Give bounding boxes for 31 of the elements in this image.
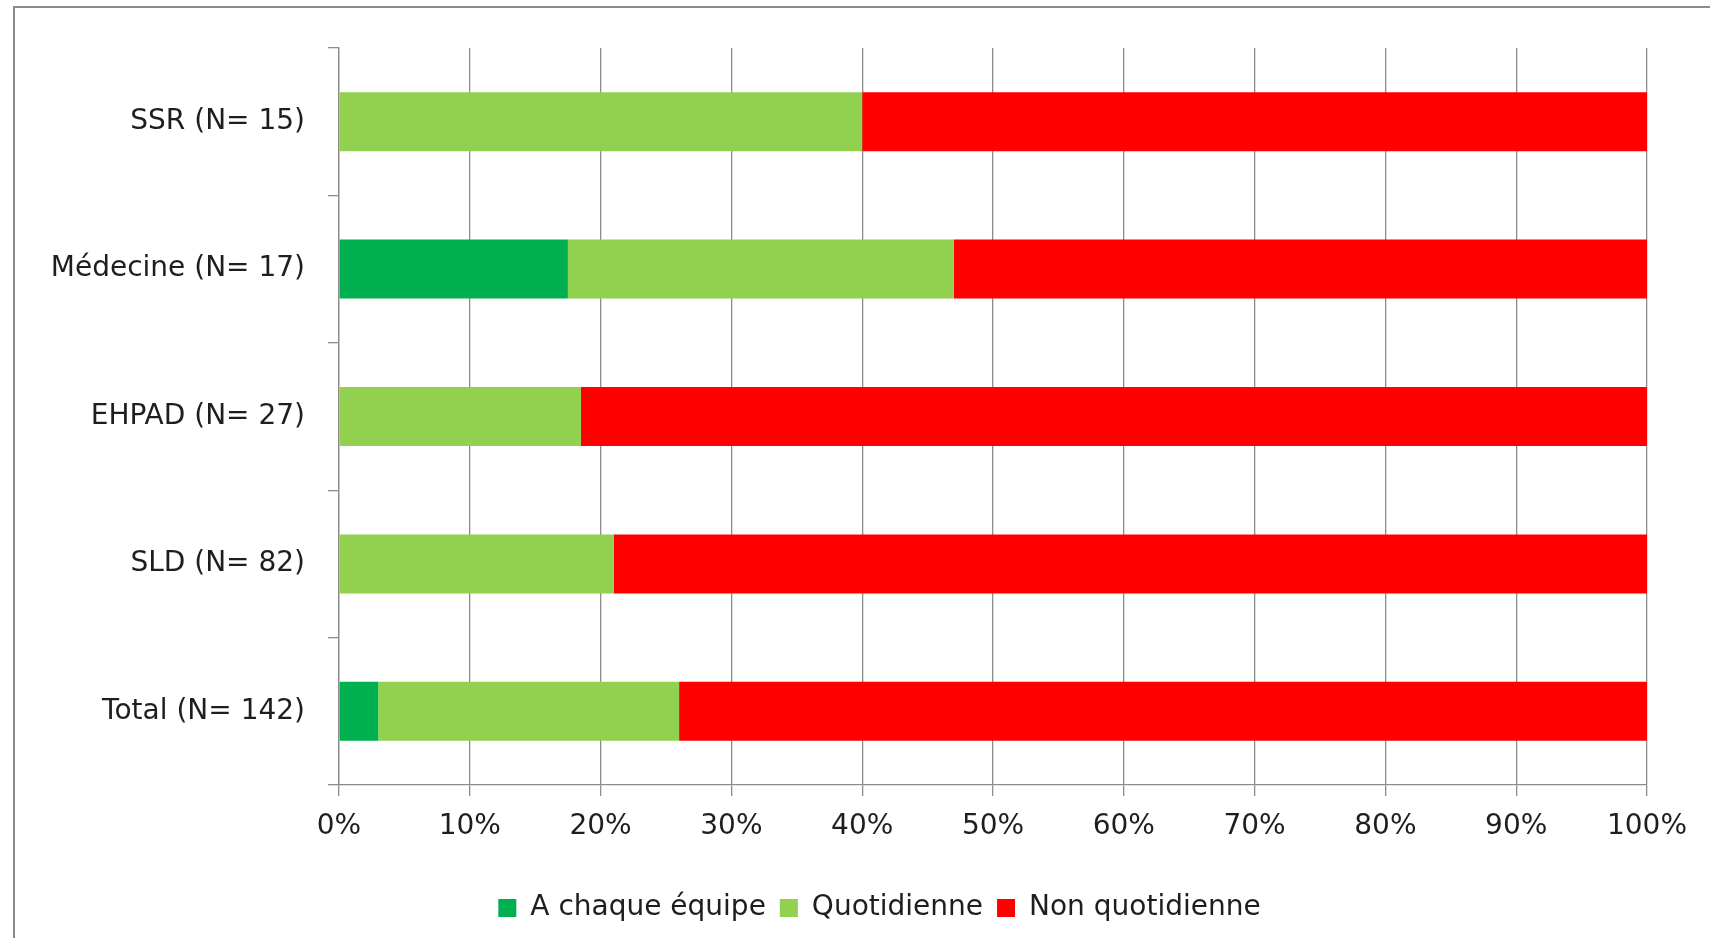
x-tick-label: 10% (438, 808, 501, 842)
y-tick-label: Médecine (N= 17) (50, 250, 305, 284)
x-tick-label: 30% (700, 808, 763, 842)
x-tick-label: 60% (1092, 808, 1155, 842)
bar (679, 681, 1647, 741)
bar (580, 387, 1647, 446)
legend-label: Non quotidienne (1029, 889, 1261, 923)
x-tick-label: 0% (316, 808, 362, 842)
x-tick-label: 100% (1606, 808, 1688, 842)
bar (339, 534, 614, 594)
x-tick-label: 90% (1485, 808, 1548, 842)
y-tick-label: SSR (N= 15) (130, 102, 305, 136)
legend-label: A chaque équipe (530, 889, 766, 923)
legend-label: Quotidienne (811, 889, 984, 923)
x-tick-label: 40% (831, 808, 894, 842)
x-tick-label: 70% (1223, 808, 1286, 842)
x-tick-label: 20% (569, 808, 632, 842)
y-tick-label: SLD (N= 82) (130, 545, 305, 579)
bar (378, 681, 680, 741)
bar (862, 92, 1647, 152)
y-tick-label: Total (N= 142) (101, 692, 305, 726)
y-tick-label: EHPAD (N= 27) (90, 397, 305, 431)
bar (613, 534, 1647, 594)
bar (567, 239, 954, 299)
x-tick-label: 50% (961, 808, 1025, 842)
bar (339, 387, 581, 446)
bar (339, 92, 863, 152)
x-tick-label: 80% (1354, 808, 1417, 842)
bar (953, 239, 1647, 299)
bar (339, 239, 568, 299)
bar (339, 681, 379, 741)
